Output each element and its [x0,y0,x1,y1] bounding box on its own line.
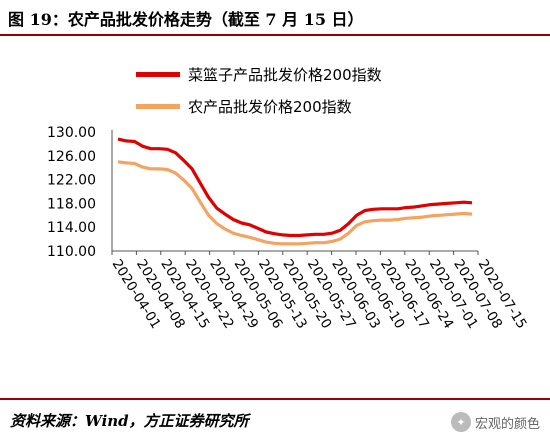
page-title: 图 19：农产品批发价格走势（截至 7 月 15 日） [8,10,364,29]
legend-swatch-series-1 [136,71,180,77]
y-tick-label: 110.00 [47,244,96,260]
watermark: ✦ 宏观的颜色 [450,412,540,432]
legend-swatch-series-2 [136,103,180,109]
legend-item-series-1: 菜篮子产品批发价格200指数 [136,62,382,86]
watermark-text: 宏观的颜色 [474,416,540,432]
y-tick-label: 130.00 [47,125,96,141]
y-tick-label: 122.00 [47,173,96,189]
chart-legend: 菜篮子产品批发价格200指数 农产品批发价格200指数 [136,62,382,126]
legend-label-series-2: 农产品批发价格200指数 [188,97,352,116]
y-tick-label: 126.00 [47,149,96,165]
legend-item-series-2: 农产品批发价格200指数 [136,94,382,118]
source-bar: 资料来源：Wind，方正证券研究所 ✦ 宏观的颜色 [0,398,550,444]
title-bar: 图 19：农产品批发价格走势（截至 7 月 15 日） [0,0,550,36]
y-tick-label: 118.00 [47,196,96,212]
series-line-1 [117,137,473,238]
y-tick-label: 114.00 [47,220,96,236]
legend-label-series-1: 菜篮子产品批发价格200指数 [188,65,382,84]
series-line-2 [117,160,473,246]
wechat-icon: ✦ [450,412,471,432]
source-note: 资料来源：Wind，方正证券研究所 [10,412,249,430]
